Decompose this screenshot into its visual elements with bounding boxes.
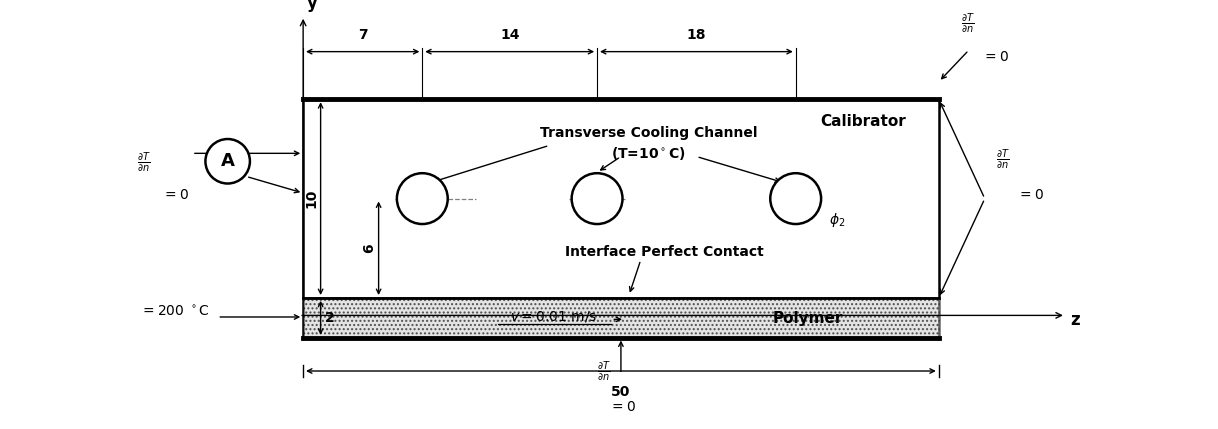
Text: 10: 10: [304, 189, 318, 208]
Bar: [303, 298, 939, 338]
Text: 14: 14: [499, 28, 519, 42]
Text: $\frac{\partial T}{\partial n}$: $\frac{\partial T}{\partial n}$: [138, 151, 151, 175]
Text: Calibrator: Calibrator: [821, 114, 906, 129]
Circle shape: [571, 173, 622, 224]
Text: $v = 0.01\ \mathrm{m/s}$: $v = 0.01\ \mathrm{m/s}$: [509, 309, 597, 324]
Text: 50: 50: [611, 384, 631, 399]
Text: 7: 7: [358, 28, 368, 42]
Text: 2: 2: [325, 311, 335, 325]
Circle shape: [770, 173, 821, 224]
Text: $\frac{\partial T}{\partial n}$: $\frac{\partial T}{\partial n}$: [996, 148, 1010, 172]
Bar: [303, 99, 939, 298]
Text: 6: 6: [362, 243, 376, 253]
Text: y: y: [307, 0, 318, 12]
Text: Interface Perfect Contact: Interface Perfect Contact: [565, 245, 764, 259]
Text: $= 0$: $= 0$: [609, 399, 636, 414]
Text: 18: 18: [687, 28, 706, 42]
Text: $= 0$: $= 0$: [162, 188, 189, 202]
Text: Transverse Cooling Channel: Transverse Cooling Channel: [540, 126, 758, 140]
Text: $\phi_2$: $\phi_2$: [829, 211, 845, 229]
Circle shape: [397, 173, 448, 224]
Text: $= 200\ ^\circ\mathrm{C}$: $= 200\ ^\circ\mathrm{C}$: [140, 304, 209, 319]
Text: z: z: [1069, 311, 1079, 329]
Text: $\frac{\partial T}{\partial n}$: $\frac{\partial T}{\partial n}$: [597, 360, 610, 384]
Text: $\frac{\partial T}{\partial n}$: $\frac{\partial T}{\partial n}$: [961, 12, 974, 36]
Text: $= 0$: $= 0$: [983, 50, 1010, 64]
Circle shape: [206, 139, 250, 184]
Text: $= 0$: $= 0$: [1017, 188, 1044, 202]
Text: A: A: [220, 152, 235, 170]
Text: Polymer: Polymer: [772, 311, 843, 326]
Text: (T=10$^\circ$C): (T=10$^\circ$C): [611, 145, 686, 162]
